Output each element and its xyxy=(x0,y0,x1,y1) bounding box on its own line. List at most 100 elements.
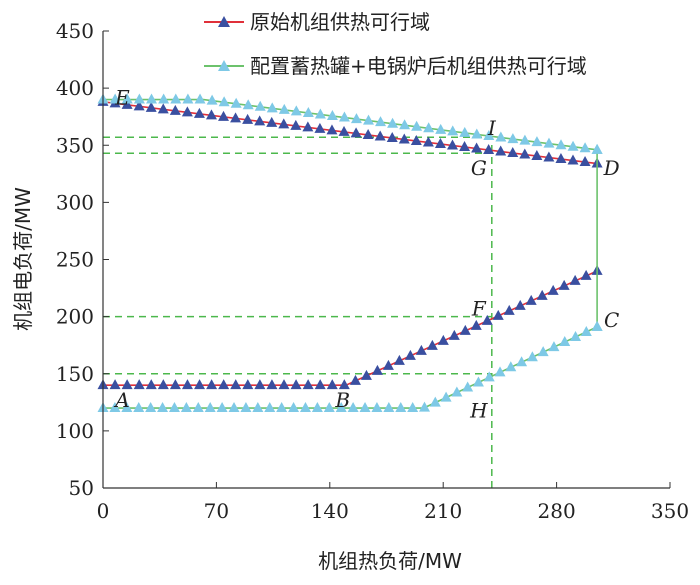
series-marker xyxy=(451,386,463,397)
series-marker xyxy=(411,120,423,131)
series-marker xyxy=(170,93,182,104)
series-marker xyxy=(483,143,495,154)
legend-marker-series-2 xyxy=(218,60,230,71)
series-marker xyxy=(514,299,526,310)
series-marker xyxy=(440,391,452,402)
series-marker xyxy=(591,143,603,154)
series-marker xyxy=(398,133,410,144)
x-tick-label: 70 xyxy=(204,499,229,523)
series-marker xyxy=(278,118,290,129)
series-marker xyxy=(302,106,314,117)
x-tick-label: 350 xyxy=(651,499,689,523)
series-marker xyxy=(206,379,218,390)
series-marker xyxy=(276,402,288,413)
series-marker xyxy=(483,371,495,382)
series-marker xyxy=(567,140,579,151)
series-marker xyxy=(459,140,471,151)
series-marker xyxy=(145,101,157,112)
x-tick-label: 0 xyxy=(97,499,110,523)
series-marker xyxy=(266,102,278,113)
series-marker xyxy=(507,146,519,157)
series-marker xyxy=(338,125,350,136)
series-marker xyxy=(288,402,300,413)
series-marker xyxy=(314,379,326,390)
point-label: D xyxy=(603,156,620,180)
series-marker xyxy=(495,131,507,142)
series-marker xyxy=(206,94,218,105)
series-marker xyxy=(240,402,252,413)
series-marker xyxy=(181,106,193,117)
series-marker xyxy=(347,402,359,413)
series-marker xyxy=(492,309,504,320)
series-marker xyxy=(471,142,483,153)
series-marker xyxy=(228,402,240,413)
series-marker xyxy=(547,284,559,295)
series-marker xyxy=(459,126,471,137)
legend: 原始机组供热可行域 配置蓄热罐+电锅炉后机组供热可行域 xyxy=(204,10,587,78)
point-label: F xyxy=(471,297,487,321)
series-marker xyxy=(323,402,335,413)
series-marker xyxy=(395,402,407,413)
series-marker xyxy=(230,112,242,123)
series-marker xyxy=(182,93,194,104)
series-marker xyxy=(109,93,121,104)
series-marker xyxy=(537,346,549,357)
series-marker xyxy=(121,379,133,390)
series-marker xyxy=(133,402,145,413)
series-marker xyxy=(266,116,278,127)
series-marker xyxy=(360,369,372,380)
series-marker xyxy=(192,402,204,413)
series-marker xyxy=(302,379,314,390)
series-marker xyxy=(580,269,592,280)
series-marker xyxy=(446,139,458,150)
x-tick-label: 210 xyxy=(424,499,462,523)
series-marker xyxy=(194,379,206,390)
series-marker xyxy=(371,364,383,375)
series-marker xyxy=(580,325,592,336)
series-marker xyxy=(326,124,338,135)
series-line xyxy=(103,270,598,386)
series-marker xyxy=(363,114,375,125)
series-marker xyxy=(252,402,264,413)
series-marker xyxy=(204,402,216,413)
series-marker xyxy=(168,402,180,413)
series-layer xyxy=(97,93,603,413)
series-marker xyxy=(448,329,460,340)
series-marker xyxy=(278,103,290,114)
series-marker xyxy=(399,119,411,130)
series-marker xyxy=(109,402,121,413)
series-marker xyxy=(326,379,338,390)
series-marker xyxy=(471,128,483,139)
y-tick-label: 50 xyxy=(69,476,94,500)
series-marker xyxy=(302,121,314,132)
series-marker xyxy=(133,379,145,390)
series-marker xyxy=(525,294,537,305)
series-marker xyxy=(180,402,192,413)
series-marker xyxy=(570,331,582,342)
point-label: I xyxy=(487,116,497,140)
series-marker xyxy=(157,103,169,114)
point-label: A xyxy=(113,388,129,412)
series-marker xyxy=(194,93,206,104)
series-1 xyxy=(97,95,603,390)
series-marker xyxy=(133,100,145,111)
series-marker xyxy=(415,344,427,355)
series-marker xyxy=(393,354,405,365)
series-marker xyxy=(350,113,362,124)
y-tick-label: 150 xyxy=(56,362,94,386)
series-marker xyxy=(371,402,383,413)
series-marker xyxy=(311,402,323,413)
series-marker xyxy=(383,402,395,413)
series-marker xyxy=(169,379,181,390)
series-marker xyxy=(481,314,493,325)
series-marker xyxy=(555,153,567,164)
series-marker xyxy=(567,154,579,165)
series-marker xyxy=(350,127,362,138)
series-marker xyxy=(507,133,519,144)
series-marker xyxy=(335,402,347,413)
series-marker xyxy=(290,119,302,130)
series-marker xyxy=(218,96,230,107)
series-marker xyxy=(230,379,242,390)
series-marker xyxy=(543,137,555,148)
series-marker xyxy=(362,128,374,139)
